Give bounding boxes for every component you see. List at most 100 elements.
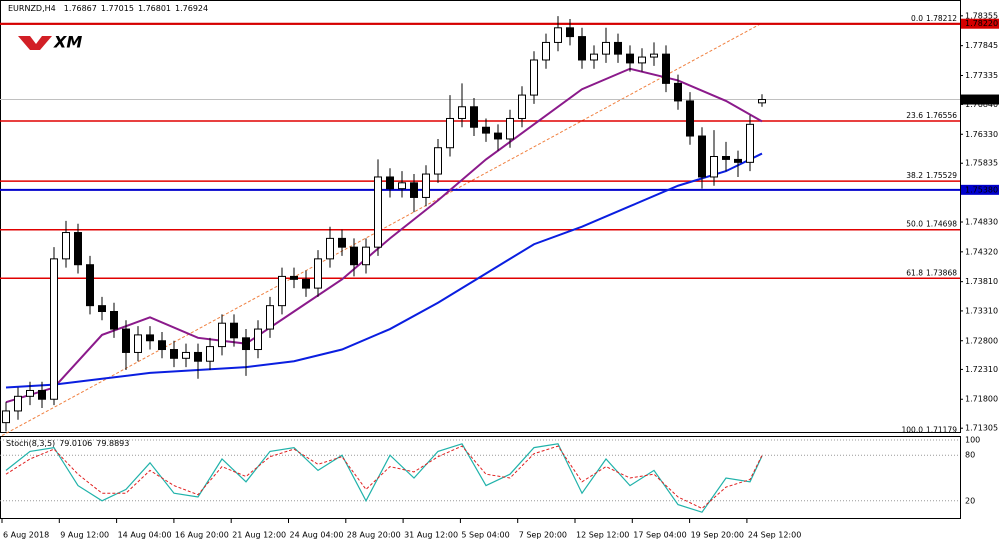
fibo-level-price: 1.73868 — [926, 268, 957, 277]
candle-body — [746, 123, 754, 163]
x-tick-label: 17 Sep 04:00 — [633, 531, 686, 540]
fibo-label: 100.0 1.71179 — [902, 426, 958, 435]
header-open: 1.76867 — [64, 4, 97, 13]
level-tag — [961, 18, 999, 29]
candle-body — [206, 346, 214, 362]
candle-body — [362, 246, 370, 266]
fibo-level-name: 100.0 — [902, 426, 924, 435]
header-close: 1.76924 — [175, 4, 208, 13]
stoch-tick-label: 80 — [965, 451, 975, 460]
main-pane — [0, 0, 961, 433]
x-tick-label: 14 Aug 04:00 — [118, 531, 172, 540]
candle-body — [254, 328, 262, 351]
fibo-level-price: 1.78212 — [926, 14, 957, 23]
x-tick-label: 7 Sep 20:00 — [519, 531, 567, 540]
candle-body — [290, 275, 298, 280]
candle-body — [50, 258, 58, 400]
x-tick-label: 9 Aug 12:00 — [60, 531, 109, 540]
candle-body — [2, 410, 10, 424]
candle-body — [182, 351, 190, 359]
fibo-label: 50.0 1.74698 — [906, 220, 957, 229]
candle-body — [470, 106, 478, 128]
candle-body — [386, 176, 394, 190]
stoch-tick-label: 20 — [965, 496, 975, 505]
fibo-level-name: 61.8 — [906, 268, 923, 277]
y-tick-label: 1.78355 — [965, 11, 998, 20]
candle-body — [458, 106, 466, 119]
current-price-tag — [961, 94, 999, 105]
candle-body — [86, 264, 94, 307]
candle-body — [518, 94, 526, 119]
candle-body — [158, 340, 166, 351]
candle-body — [422, 173, 430, 198]
candle-body — [698, 135, 706, 178]
candle-body — [110, 311, 118, 330]
x-tick-label: 12 Sep 12:00 — [576, 531, 629, 540]
fibo-level-name: 50.0 — [906, 220, 923, 229]
candle-body — [338, 237, 346, 248]
candle-body — [446, 117, 454, 149]
header-low: 1.76801 — [138, 4, 171, 13]
fibo-level-name: 0.0 — [911, 14, 923, 23]
fibo-level-price: 1.71179 — [926, 426, 957, 435]
candle-body — [506, 117, 514, 140]
candle-body — [482, 126, 490, 134]
candle-body — [614, 41, 622, 55]
candle-body — [398, 182, 406, 190]
stoch-signal-last: 79.8893 — [96, 439, 129, 448]
y-tick-label: 1.71305 — [965, 424, 998, 433]
candle-body — [134, 334, 142, 353]
x-tick-label: 5 Sep 04:00 — [461, 531, 509, 540]
fibo-label: 61.8 1.73868 — [906, 268, 957, 277]
candle-body — [650, 53, 658, 58]
candle-body — [278, 275, 286, 307]
stoch-signal — [5, 445, 763, 509]
candle-body — [662, 53, 670, 84]
candle-body — [638, 56, 646, 64]
stoch-main — [5, 443, 763, 513]
candle-body — [302, 278, 310, 289]
header: EURNZD,H4 1.76867 1.77015 1.76801 1.76924 — [8, 4, 208, 13]
fibo-label: 38.2 1.75529 — [906, 171, 957, 180]
y-tick-label: 1.72310 — [965, 365, 998, 374]
level-label: 1.78220 — [965, 19, 998, 28]
candle-body — [14, 395, 22, 412]
level-tag — [961, 184, 999, 195]
fibo-level-price: 1.76556 — [926, 111, 957, 120]
logo-mark — [18, 36, 52, 50]
header-high: 1.77015 — [101, 4, 134, 13]
y-tick-label: 1.73810 — [965, 277, 998, 286]
candle-body — [410, 182, 418, 198]
x-tick-label: 21 Aug 12:00 — [232, 531, 286, 540]
stoch-main-last: 79.0106 — [59, 439, 92, 448]
candle-body — [710, 155, 718, 178]
candle-body — [218, 322, 226, 348]
candle-body — [578, 36, 586, 61]
stoch-header: Stoch(8,3,5) 79.0106 79.8893 — [6, 439, 129, 448]
stoch-title: Stoch(8,3,5) — [6, 439, 55, 448]
candle-body — [350, 246, 358, 266]
candle-body — [38, 389, 46, 400]
candle-body — [230, 322, 238, 339]
candle-body — [554, 27, 562, 43]
candle-body — [674, 82, 682, 102]
fibo-level-name: 23.6 — [906, 111, 923, 120]
y-tick-label: 1.74830 — [965, 218, 998, 227]
logo: XM — [53, 33, 82, 52]
current-price-label: 1.76924 — [965, 95, 998, 104]
candle-body — [326, 237, 334, 260]
x-tick-label: 6 Aug 2018 — [3, 531, 49, 540]
stoch-tick-label: 100 — [965, 436, 980, 445]
level-label: 1.75380 — [965, 185, 998, 194]
candle-body — [566, 27, 574, 38]
candle-body — [374, 176, 382, 248]
x-tick-label: 24 Aug 04:00 — [290, 531, 344, 540]
x-tick-label: 28 Aug 20:00 — [347, 531, 401, 540]
y-tick-label: 1.77335 — [965, 71, 998, 80]
candle-body — [590, 53, 598, 61]
candle-body — [242, 337, 250, 351]
candle-body — [434, 147, 442, 175]
y-tick-label: 1.72800 — [965, 336, 998, 345]
y-tick-label: 1.74320 — [965, 247, 998, 256]
candle-body — [266, 305, 274, 330]
